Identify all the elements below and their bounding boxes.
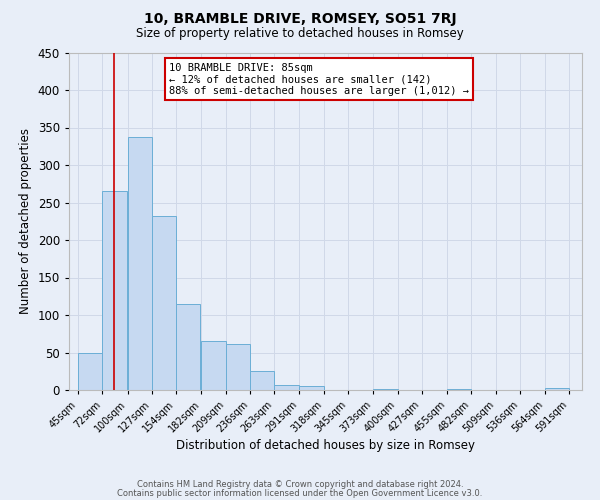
Bar — [176, 304, 200, 390]
Y-axis label: Number of detached properties: Number of detached properties — [19, 128, 32, 314]
Text: 10 BRAMBLE DRIVE: 85sqm
← 12% of detached houses are smaller (142)
88% of semi-d: 10 BRAMBLE DRIVE: 85sqm ← 12% of detache… — [169, 62, 469, 96]
Text: Contains public sector information licensed under the Open Government Licence v3: Contains public sector information licen… — [118, 488, 482, 498]
Text: 10, BRAMBLE DRIVE, ROMSEY, SO51 7RJ: 10, BRAMBLE DRIVE, ROMSEY, SO51 7RJ — [143, 12, 457, 26]
Bar — [545, 388, 569, 390]
Bar — [250, 371, 274, 390]
X-axis label: Distribution of detached houses by size in Romsey: Distribution of detached houses by size … — [176, 440, 475, 452]
Bar — [447, 388, 472, 390]
Text: Contains HM Land Registry data © Crown copyright and database right 2024.: Contains HM Land Registry data © Crown c… — [137, 480, 463, 489]
Bar — [299, 386, 324, 390]
Bar — [373, 388, 398, 390]
Text: Size of property relative to detached houses in Romsey: Size of property relative to detached ho… — [136, 28, 464, 40]
Bar — [202, 340, 226, 390]
Bar — [152, 216, 176, 390]
Bar — [78, 352, 102, 390]
Bar — [226, 344, 250, 390]
Bar — [274, 385, 299, 390]
Bar — [102, 191, 127, 390]
Bar — [128, 136, 152, 390]
